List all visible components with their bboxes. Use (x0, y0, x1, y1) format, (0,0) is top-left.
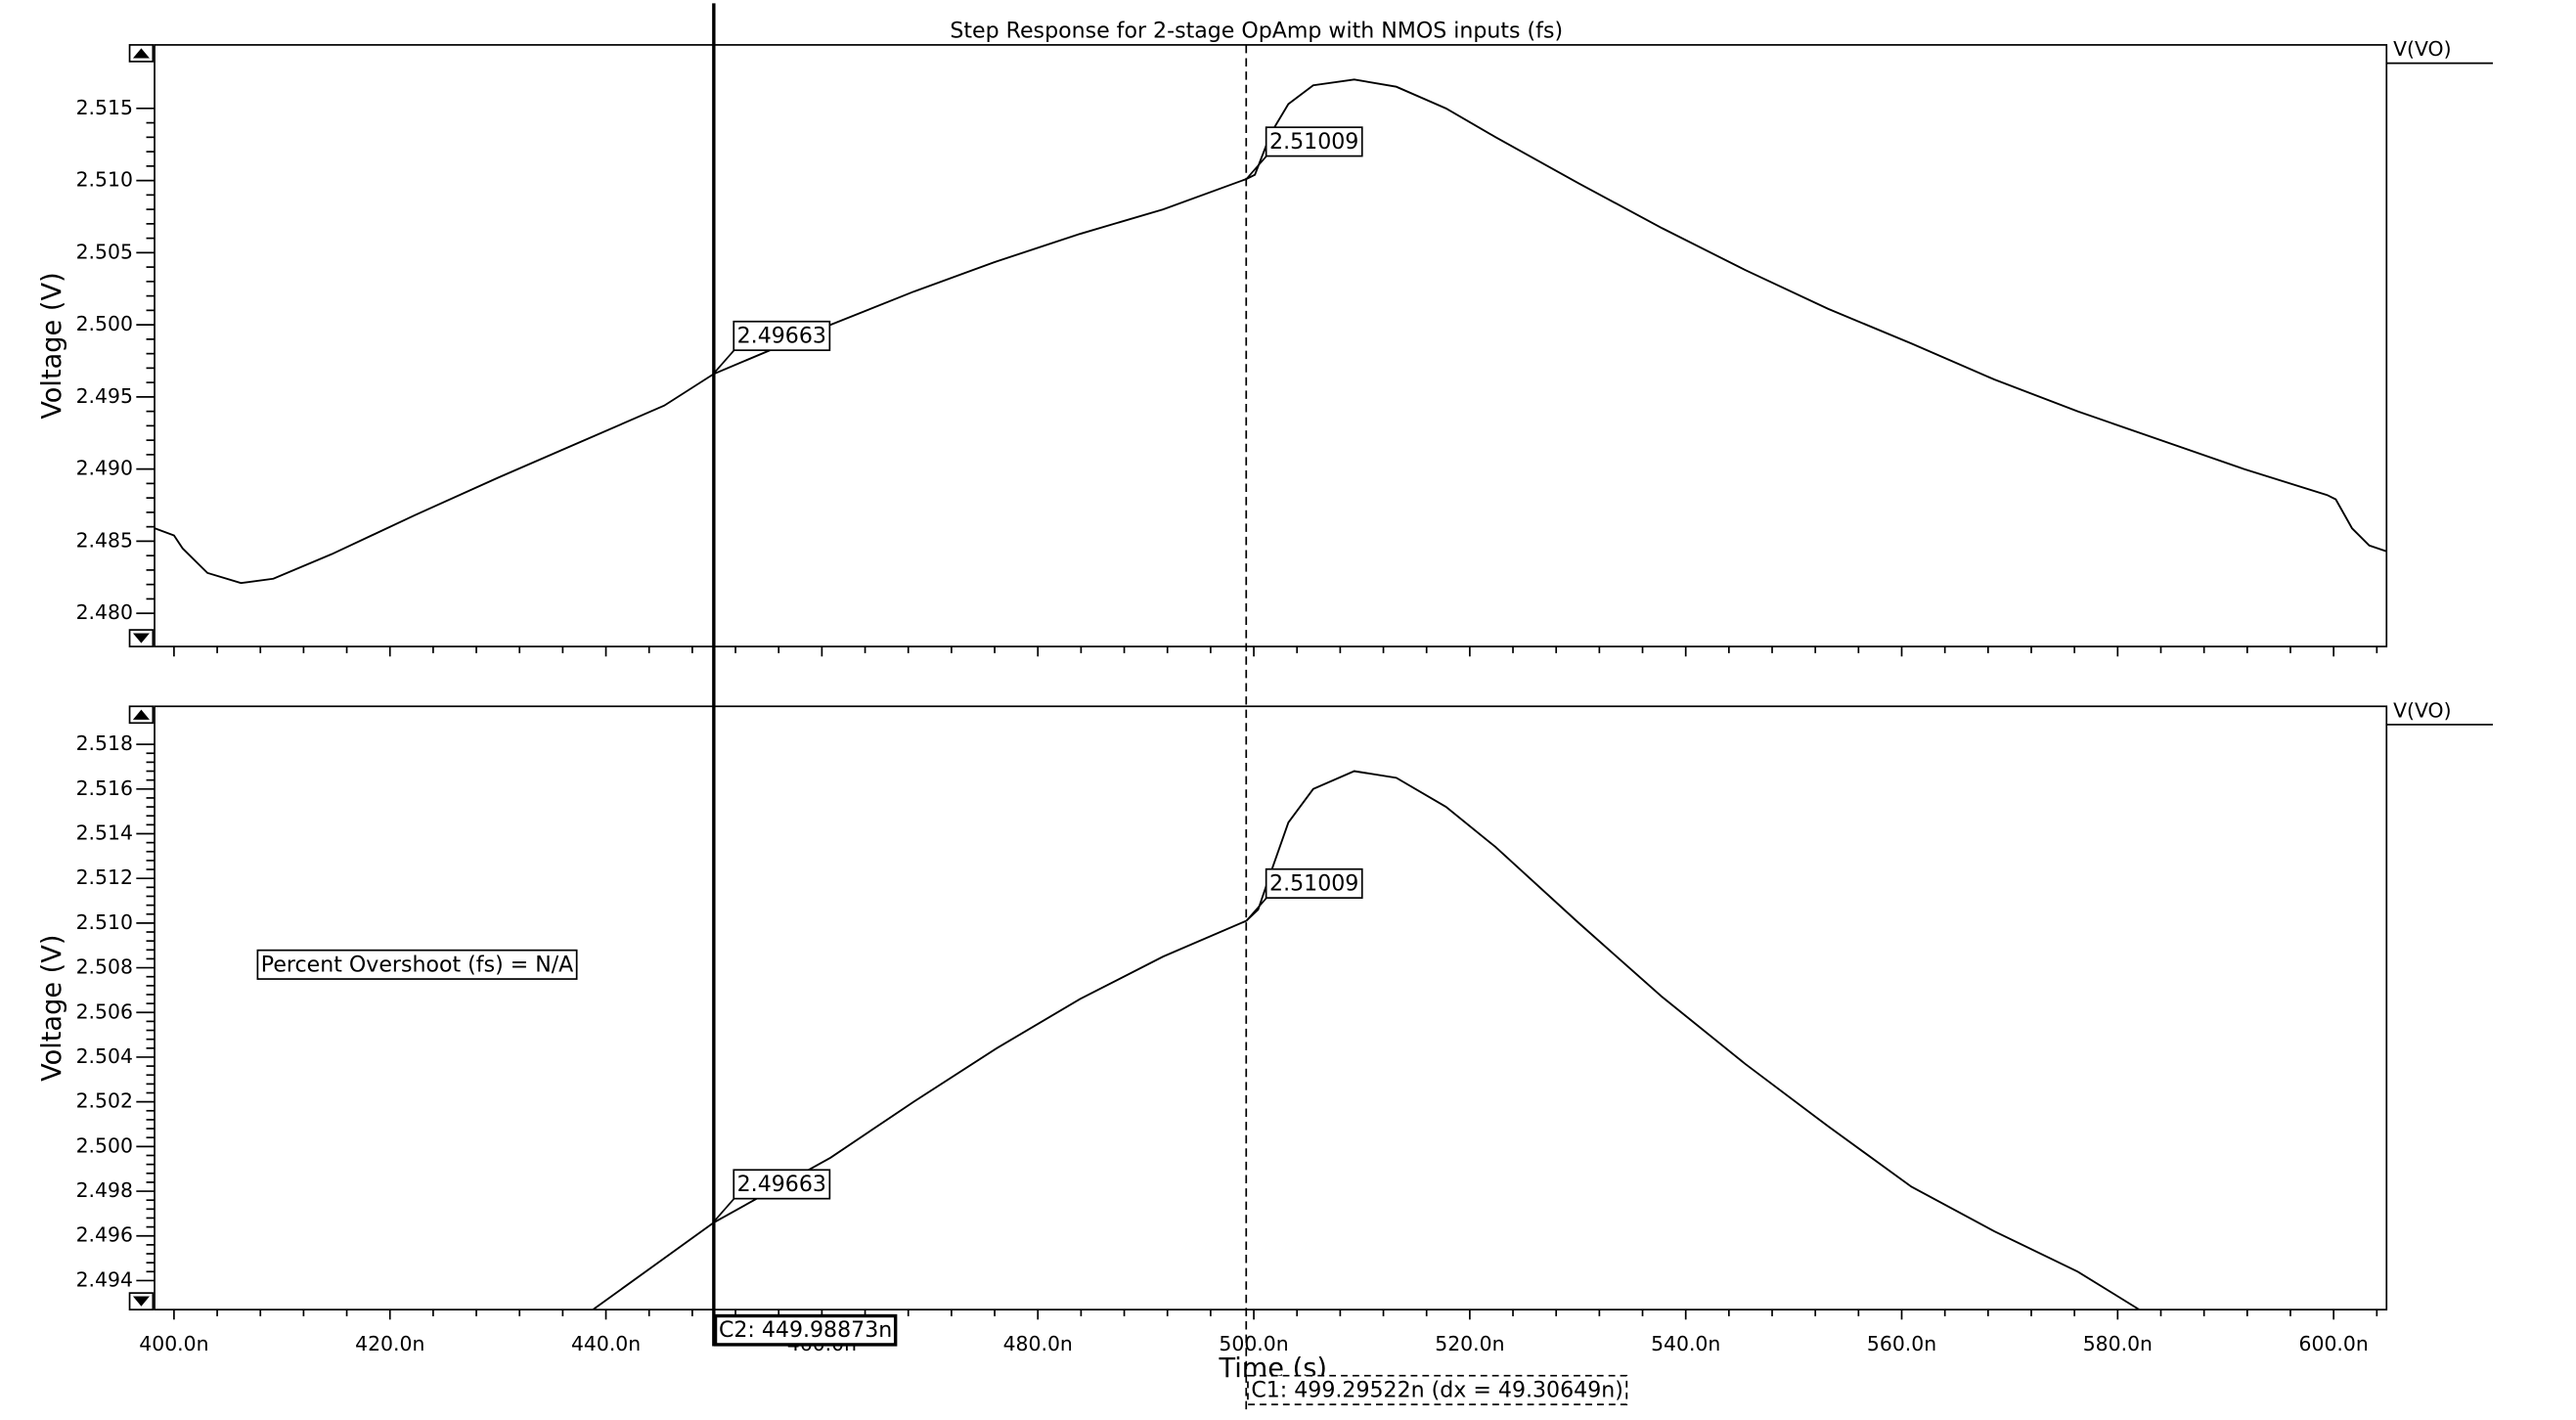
x-tick-label: 580.0n (2083, 1332, 2153, 1355)
y-tick-label: 2.510 (76, 168, 133, 192)
annotation: Percent Overshoot (fs) = N/A (261, 952, 573, 977)
y-tick-label: 2.494 (76, 1267, 133, 1291)
y-tick-label: 2.495 (76, 384, 133, 408)
x-tick-label: 400.0n (139, 1332, 208, 1355)
y-tick-label: 2.515 (76, 96, 133, 119)
y-axis-label: Voltage (V) (37, 272, 67, 419)
y-tick-label: 2.505 (76, 240, 133, 263)
marker-label: 2.51009 (1269, 129, 1358, 155)
x-tick-label: 440.0n (571, 1332, 641, 1355)
y-axis-label: Voltage (V) (37, 935, 67, 1082)
marker-box (733, 1169, 831, 1200)
y-tick-label: 2.480 (76, 600, 133, 624)
legend-entry: V(VO) (2393, 698, 2451, 722)
y-tick-label: 2.510 (76, 910, 133, 934)
plot-frame (154, 705, 2388, 1310)
annotation-box (256, 949, 578, 980)
y-tick-label: 2.506 (76, 999, 133, 1023)
series-line (592, 770, 2140, 1310)
x-tick-label: 500.0n (1219, 1332, 1288, 1355)
marker-box (733, 320, 831, 351)
cursor-label: C1: 499.29522n (dx = 49.30649n) (1251, 1377, 1623, 1402)
marker-label: 2.49663 (737, 1172, 826, 1197)
legend-entry: V(VO) (2393, 37, 2451, 61)
y-tick-label: 2.502 (76, 1089, 133, 1113)
y-tick-label: 2.504 (76, 1044, 133, 1068)
y-tick-label: 2.498 (76, 1178, 133, 1202)
marker-leader (713, 1194, 738, 1222)
marker-box (1265, 126, 1363, 157)
plot-frame (154, 44, 2388, 647)
x-tick-label: 420.0n (355, 1332, 424, 1355)
x-tick-label: 560.0n (1867, 1332, 1936, 1355)
scroll-down-arrow[interactable] (132, 1296, 150, 1307)
scroll-down-arrow[interactable] (132, 633, 150, 643)
x-tick-label: 520.0n (1435, 1332, 1504, 1355)
marker-leader (1245, 152, 1270, 180)
scroll-up-arrow[interactable] (132, 709, 150, 720)
x-tick-label: 480.0n (1003, 1332, 1073, 1355)
x-tick-label: 600.0n (2299, 1332, 2369, 1355)
y-tick-label: 2.508 (76, 955, 133, 979)
chart-title: Step Response for 2-stage OpAmp with NMO… (950, 18, 1563, 43)
series-line (154, 78, 2387, 585)
marker-leader (1245, 894, 1270, 922)
cursor-label: C2: 449.98873n (719, 1317, 892, 1343)
y-tick-label: 2.512 (76, 865, 133, 889)
y-tick-label: 2.518 (76, 732, 133, 755)
y-tick-label: 2.490 (76, 457, 133, 480)
scroll-up-arrow[interactable] (132, 48, 150, 59)
x-tick-label: 540.0n (1651, 1332, 1720, 1355)
cursor-box (1247, 1374, 1628, 1405)
marker-leader (713, 346, 738, 375)
y-tick-label: 2.500 (76, 312, 133, 335)
marker-label: 2.51009 (1269, 870, 1358, 896)
y-tick-label: 2.516 (76, 777, 133, 800)
cursor-box (713, 1313, 898, 1347)
y-tick-label: 2.496 (76, 1223, 133, 1247)
y-tick-label: 2.514 (76, 821, 133, 844)
y-tick-label: 2.500 (76, 1133, 133, 1157)
y-tick-label: 2.485 (76, 528, 133, 552)
marker-label: 2.49663 (737, 323, 826, 348)
marker-box (1265, 867, 1363, 899)
title-bg (943, 18, 1597, 44)
